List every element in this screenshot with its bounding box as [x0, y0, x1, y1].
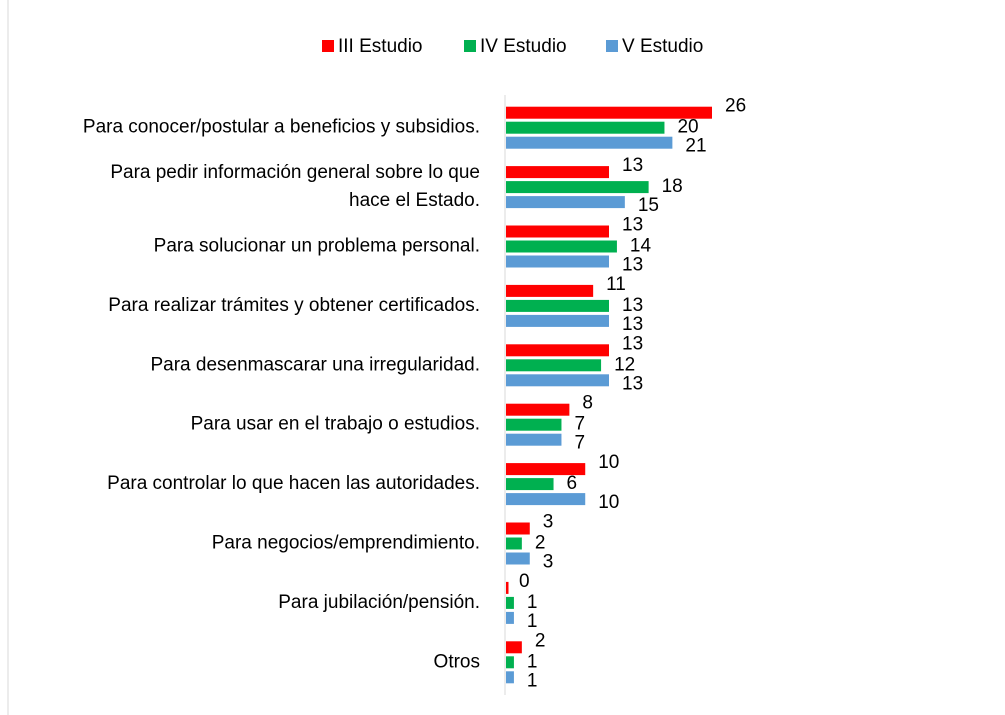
value-label: 7: [574, 414, 585, 435]
value-label: 13: [622, 333, 643, 354]
category-label: Para controlar lo que hacen las autorida…: [107, 473, 480, 494]
value-label: 20: [677, 117, 698, 138]
value-label: 8: [582, 393, 593, 414]
category-label: Para conocer/postular a beneficios y sub…: [83, 117, 480, 138]
category-label: Para solucionar un problema personal.: [154, 236, 480, 257]
value-label: 13: [622, 295, 643, 316]
legend-swatch: [464, 40, 476, 52]
value-label: 6: [567, 473, 578, 494]
value-label: 21: [685, 136, 706, 157]
value-label: 3: [543, 512, 554, 533]
value-label: 7: [574, 433, 585, 454]
value-label: 15: [638, 195, 659, 216]
value-label: 13: [622, 255, 643, 276]
legend-swatch: [322, 40, 334, 52]
bar: [506, 641, 522, 654]
bar: [506, 433, 562, 446]
category-label: Para desenmascarar una irregularidad.: [150, 354, 480, 375]
value-label: 13: [622, 155, 643, 176]
value-label: 3: [543, 552, 554, 573]
value-label: 10: [598, 452, 619, 473]
bar: [506, 671, 514, 684]
bar: [506, 374, 609, 387]
value-label: 12: [614, 354, 635, 375]
value-label: 1: [527, 651, 538, 672]
category-label: Para usar en el trabajo o estudios.: [191, 414, 480, 435]
bar: [506, 537, 522, 550]
legend-label: V Estudio: [622, 36, 703, 57]
bar: [506, 656, 514, 669]
bar: [506, 166, 609, 179]
category-label: Para realizar trámites y obtener certifi…: [108, 295, 480, 316]
chart-frame: [7, 0, 9, 715]
category-label: Otros: [434, 651, 480, 672]
category-label: Para pedir información general sobre lo …: [110, 162, 480, 211]
value-label: 1: [527, 611, 538, 632]
category-label: Para negocios/emprendimiento.: [212, 533, 480, 554]
bar: [506, 493, 586, 506]
bar: [506, 403, 570, 416]
bar: [506, 522, 530, 535]
value-label: 13: [622, 373, 643, 394]
bar: [506, 418, 562, 431]
bar: [506, 611, 514, 624]
bar: [506, 581, 509, 594]
value-label: 26: [725, 96, 746, 117]
category-label: Para jubilación/pensión.: [278, 592, 480, 613]
value-label: 13: [622, 215, 643, 236]
bar: [506, 478, 554, 491]
bar: [506, 136, 673, 149]
value-label: 14: [630, 236, 652, 257]
value-label: 13: [622, 314, 643, 335]
value-label: 2: [535, 533, 546, 554]
legend-label: III Estudio: [338, 36, 423, 57]
bar: [506, 299, 609, 312]
legend-label: IV Estudio: [480, 36, 567, 57]
value-label: 18: [662, 176, 683, 197]
bar: [506, 196, 625, 209]
bar: [506, 463, 586, 476]
bar: [506, 240, 617, 253]
value-label: 0: [519, 571, 530, 592]
legend-swatch: [606, 40, 618, 52]
bar: [506, 181, 649, 194]
value-label: 2: [535, 630, 546, 651]
bar: [506, 596, 514, 609]
bar: [506, 255, 609, 268]
bar: [506, 106, 712, 119]
value-label: 10: [598, 492, 619, 513]
value-label: 11: [606, 274, 626, 295]
value-label: 1: [527, 670, 538, 691]
bar: [506, 344, 609, 357]
bar: [506, 552, 530, 565]
bar: [506, 284, 594, 297]
bar: [506, 359, 602, 372]
bar: [506, 225, 609, 238]
bar: [506, 121, 665, 134]
value-label: 1: [527, 592, 538, 613]
bar: [506, 314, 609, 327]
